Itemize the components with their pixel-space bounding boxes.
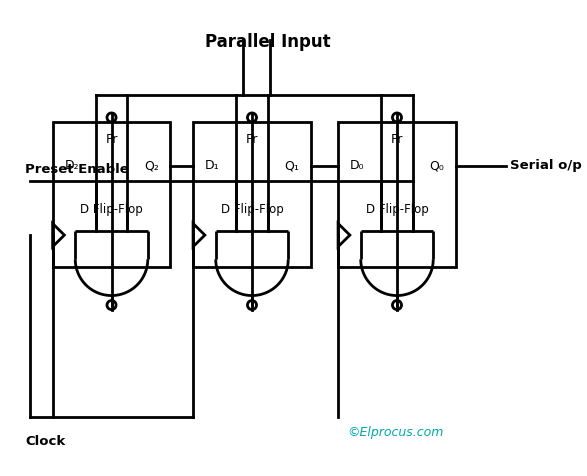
Text: Pr: Pr: [105, 133, 118, 146]
Text: ©Elprocus.com: ©Elprocus.com: [347, 426, 444, 438]
Text: Pr: Pr: [246, 133, 258, 146]
Text: D Flip-Flop: D Flip-Flop: [221, 202, 284, 216]
Text: Pr: Pr: [391, 133, 403, 146]
Bar: [338, 122, 456, 267]
Bar: [193, 122, 311, 267]
Text: Q₁: Q₁: [284, 159, 299, 172]
Text: Serial o/p: Serial o/p: [510, 159, 582, 172]
Text: D Flip-Flop: D Flip-Flop: [80, 202, 143, 216]
Text: Q₂: Q₂: [144, 159, 158, 172]
Text: D₂: D₂: [65, 159, 79, 172]
Text: Clock: Clock: [25, 435, 66, 447]
Bar: [53, 122, 170, 267]
Text: D₁: D₁: [205, 159, 220, 172]
Text: D Flip-Flop: D Flip-Flop: [366, 202, 429, 216]
Text: Q₀: Q₀: [429, 159, 444, 172]
Text: Parallel Input: Parallel Input: [205, 33, 331, 51]
Text: Preset Enable: Preset Enable: [25, 163, 129, 177]
Text: D₀: D₀: [350, 159, 365, 172]
